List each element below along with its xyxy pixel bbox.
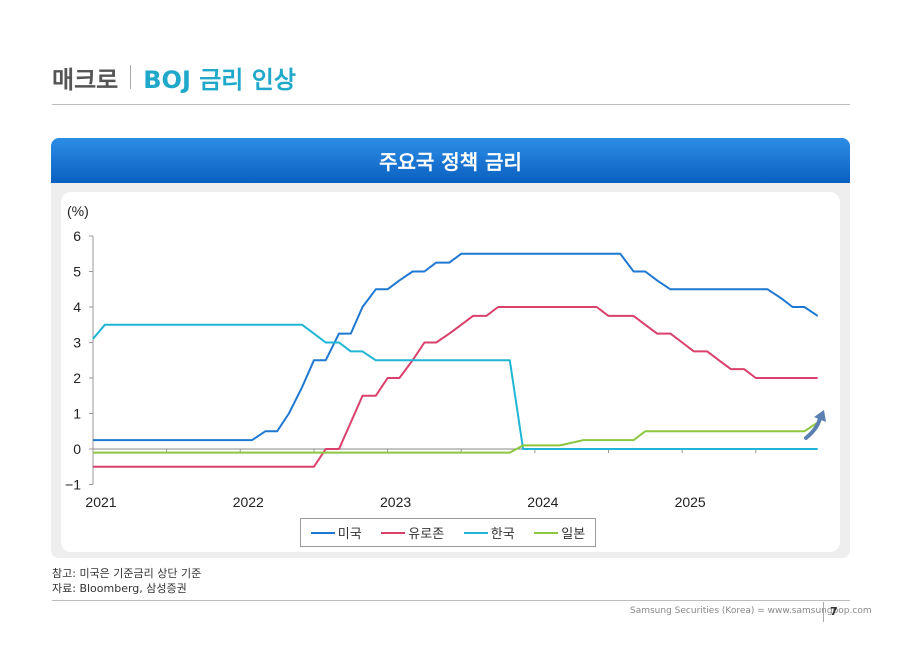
legend-item-korea: 한국 [463, 523, 515, 542]
legend-swatch [381, 531, 406, 534]
y-tick-label: 6 [73, 228, 81, 244]
x-tick-label: 2023 [380, 494, 411, 510]
trend-arrow-icon [804, 410, 826, 440]
series-line-euro [93, 306, 818, 468]
y-tick-label: 4 [73, 299, 81, 315]
x-tick-label: 2025 [675, 494, 706, 510]
arrow-head [814, 410, 826, 422]
plot-background [61, 192, 840, 552]
legend-item-japan: 일본 [534, 523, 585, 542]
x-tick-label: 2024 [527, 494, 558, 510]
y-tick-label: 1 [73, 406, 81, 422]
y-tick-label: 2 [73, 370, 81, 386]
legend-label: 유로존 [408, 527, 445, 542]
x-tick-label: 2022 [233, 494, 264, 510]
legend-swatch [534, 531, 559, 534]
y-tick-label: −1 [65, 477, 81, 493]
series-line-korea [92, 323, 818, 450]
footer-divider [823, 602, 824, 622]
chart-panel: 주요국 정책 금리 [51, 138, 850, 558]
legend-swatch [310, 531, 335, 534]
chart-legend: 미국 유로존 한국 일본 [300, 518, 596, 547]
page-number: 7 [830, 605, 838, 618]
legend-label: 미국 [337, 527, 362, 542]
header-divider [130, 65, 132, 89]
legend-swatch [463, 531, 488, 534]
y-axis-label: (%) [67, 203, 89, 219]
legend-label: 한국 [490, 527, 515, 542]
bottom-divider [52, 600, 850, 601]
legend-label: 일본 [561, 527, 586, 542]
legend-item-euro: 유로존 [381, 523, 444, 542]
x-tick-label: 2021 [85, 494, 116, 510]
page-header: 매크로 BOJ 금리 인상 [52, 60, 296, 94]
legend-item-us: 미국 [310, 523, 362, 542]
top-divider [52, 104, 850, 105]
section-label: 매크로 [52, 65, 119, 94]
footer-text: Samsung Securities (Korea) = www.samsung… [630, 606, 872, 616]
series-line-us [93, 252, 819, 442]
arrow-shaft [804, 416, 822, 440]
note-reference: 참고: 미국은 기준금리 상단 기준 [52, 567, 202, 580]
y-tick-label: 3 [73, 335, 81, 351]
note-source: 자료: Bloomberg, 삼성증권 [52, 582, 187, 595]
chart-title: 주요국 정책 금리 [51, 138, 850, 183]
y-tick-label: 5 [73, 264, 81, 280]
page-title: BOJ 금리 인상 [143, 65, 296, 94]
series-line-japan [93, 421, 819, 454]
footnotes: 참고: 미국은 기준금리 상단 기준 자료: Bloomberg, 삼성증권 [52, 566, 201, 596]
y-tick-label: 0 [73, 441, 81, 457]
